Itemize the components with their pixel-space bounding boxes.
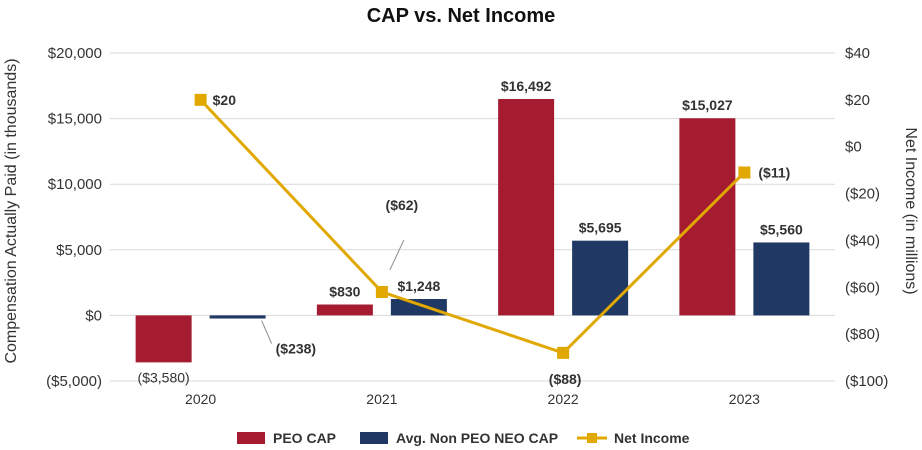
chart-title: CAP vs. Net Income: [367, 5, 556, 27]
bar-avg-non-peo-neo-cap: [753, 242, 810, 316]
right-tick-label: ($80): [845, 326, 880, 343]
legend-label: PEO CAP: [273, 430, 336, 446]
legend-label: Net Income: [614, 430, 690, 446]
net-income-marker: [194, 93, 207, 106]
right-tick-label: ($60): [845, 279, 880, 296]
line-label-net-income: ($62): [386, 197, 419, 213]
bar-peo-cap: [679, 118, 736, 316]
x-tick-label: 2021: [366, 391, 397, 407]
left-tick-label: ($5,000): [46, 373, 102, 390]
bar-label-avg-neo-cap: $5,695: [579, 220, 622, 236]
bar-avg-non-peo-neo-cap: [572, 240, 629, 316]
x-axis-ticks: 2020 2021 2022 2023: [185, 391, 760, 407]
bar-label-avg-neo-cap: $5,560: [760, 221, 803, 237]
bar-series: [135, 99, 810, 363]
x-tick-label: 2020: [185, 391, 216, 407]
left-tick-label: $10,000: [48, 176, 102, 193]
bar-avg-non-peo-neo-cap: [209, 315, 266, 319]
net-income-line: [199, 98, 746, 355]
right-axis-title: Net Income (in millions): [902, 127, 919, 294]
bar-peo-cap: [316, 304, 373, 316]
legend-swatch-marker: [587, 433, 597, 443]
legend-label: Avg. Non PEO NEO CAP: [396, 430, 558, 446]
bar-label-avg-neo-cap: ($238): [276, 341, 316, 357]
legend-swatch: [237, 432, 265, 444]
line-label-net-income: $20: [213, 92, 237, 108]
net-income-marker: [557, 346, 570, 359]
net-income-marker: [375, 285, 388, 298]
left-tick-label: $20,000: [48, 45, 102, 62]
line-series: [194, 93, 751, 359]
right-tick-label: $40: [845, 45, 870, 62]
bar-peo-cap: [135, 315, 192, 363]
left-tick-label: $0: [85, 307, 102, 324]
right-tick-label: $0: [845, 139, 862, 156]
right-tick-label: ($100): [845, 373, 888, 390]
x-tick-label: 2023: [729, 391, 760, 407]
line-label-net-income: ($88): [549, 371, 582, 387]
right-tick-label: ($20): [845, 186, 880, 203]
left-axis-ticks: ($5,000) $0 $5,000 $10,000 $15,000 $20,000: [46, 45, 102, 390]
left-axis-title: Compensation Actually Paid (in thousands…: [3, 58, 20, 363]
legend: PEO CAP Avg. Non PEO NEO CAP Net Income: [237, 430, 690, 446]
bar-avg-non-peo-neo-cap: [390, 299, 447, 316]
left-tick-label: $15,000: [48, 111, 102, 128]
right-tick-label: $20: [845, 92, 870, 109]
label-leader-line: [261, 320, 273, 344]
bar-label-peo-cap: $830: [329, 284, 360, 300]
line-label-net-income: ($11): [758, 164, 790, 180]
bar-label-peo-cap: $16,492: [501, 78, 552, 94]
legend-swatch: [360, 432, 388, 444]
net-income-marker: [738, 166, 751, 179]
left-tick-label: $5,000: [56, 242, 102, 259]
right-axis-ticks: ($100) ($80) ($60) ($40) ($20) $0 $20 $40: [845, 45, 888, 390]
label-leader-line: [389, 239, 405, 271]
right-tick-label: ($40): [845, 232, 880, 249]
bar-peo-cap: [498, 99, 555, 316]
bar-label-peo-cap: ($3,580): [138, 369, 190, 385]
bar-label-peo-cap: $15,027: [682, 97, 733, 113]
data-labels: ($3,580) $830 $16,492 $15,027 ($238) $1,248 $5…: [138, 78, 803, 387]
bar-label-avg-neo-cap: $1,248: [397, 278, 440, 294]
x-tick-label: 2022: [548, 391, 579, 407]
